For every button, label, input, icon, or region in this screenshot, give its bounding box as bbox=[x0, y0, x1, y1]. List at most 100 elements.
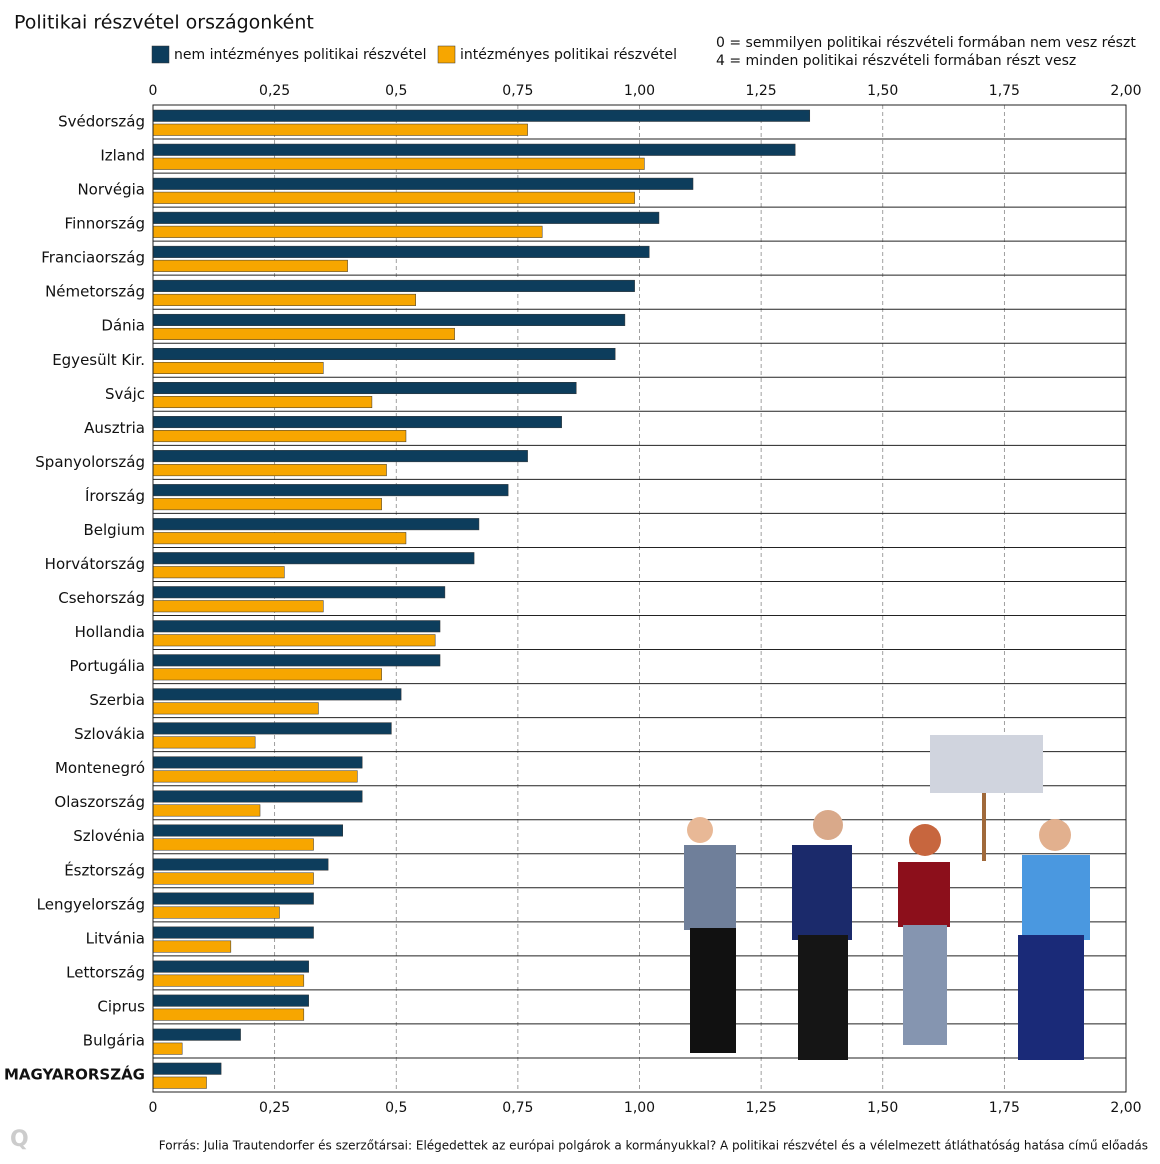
note: 4 = minden politikai részvételi formában… bbox=[716, 53, 1076, 69]
bar bbox=[152, 702, 319, 715]
bar bbox=[152, 586, 446, 599]
bar bbox=[152, 157, 645, 170]
bar bbox=[152, 361, 324, 374]
bar bbox=[152, 872, 314, 885]
bar bbox=[152, 123, 528, 136]
bar bbox=[152, 109, 811, 122]
legend-swatch bbox=[437, 45, 456, 64]
illustration bbox=[684, 735, 1090, 1060]
bar bbox=[152, 327, 455, 340]
plot: nem intézményes politikai részvétel intéz… bbox=[4, 45, 1142, 1116]
bar bbox=[152, 688, 402, 701]
note: 0 = semmilyen politikai részvételi formá… bbox=[716, 35, 1136, 51]
bar bbox=[152, 1062, 222, 1075]
y-tick-label: Hollandia bbox=[75, 623, 145, 641]
bar bbox=[152, 940, 232, 953]
bar bbox=[152, 1076, 207, 1089]
bar bbox=[152, 906, 280, 919]
y-tick-label: Montenegró bbox=[55, 759, 145, 777]
y-tick-label: Horvátország bbox=[45, 555, 145, 573]
x-tick-label: 1,75 bbox=[989, 1100, 1020, 1116]
x-tick-label: 0,75 bbox=[502, 83, 533, 99]
legend-swatch bbox=[151, 45, 170, 64]
bar bbox=[152, 191, 635, 204]
x-tick-label: 1,00 bbox=[624, 83, 655, 99]
bar bbox=[152, 892, 314, 905]
bar bbox=[152, 259, 348, 272]
bar bbox=[152, 756, 363, 769]
y-tick-label: Litvánia bbox=[86, 929, 145, 947]
x-tick-label: 1,25 bbox=[746, 1100, 777, 1116]
bar bbox=[152, 668, 382, 681]
y-tick-label: Ciprus bbox=[97, 997, 145, 1015]
bar bbox=[152, 1008, 305, 1021]
y-tick-label: Dánia bbox=[101, 317, 145, 335]
x-tick-label: 0 bbox=[149, 83, 158, 99]
bar bbox=[152, 1028, 241, 1041]
bar bbox=[152, 396, 373, 409]
bar bbox=[152, 600, 324, 613]
bar bbox=[152, 382, 577, 395]
legend-label: nem intézményes politikai részvétel bbox=[174, 47, 427, 63]
plot-frame bbox=[152, 104, 1127, 1093]
x-tick-label: 0,25 bbox=[259, 1100, 290, 1116]
y-tick-label: Szlovénia bbox=[73, 827, 145, 845]
y-tick-label: Szlovákia bbox=[74, 725, 145, 743]
y-tick-label: Svédország bbox=[58, 113, 145, 131]
bar bbox=[152, 518, 480, 531]
bar bbox=[152, 790, 363, 803]
x-tick-label: 0 bbox=[149, 1100, 158, 1116]
bar bbox=[152, 498, 382, 511]
x-tick-label: 0,75 bbox=[502, 1100, 533, 1116]
bar bbox=[152, 430, 407, 443]
bar bbox=[152, 960, 309, 973]
bar bbox=[152, 838, 314, 851]
bar bbox=[152, 211, 660, 224]
y-tick-label: Írország bbox=[85, 486, 145, 505]
bar bbox=[152, 858, 329, 871]
y-tick-label: Csehország bbox=[58, 589, 145, 607]
x-tick-label: 1,00 bbox=[624, 1100, 655, 1116]
bar bbox=[152, 654, 441, 667]
bar bbox=[152, 770, 358, 783]
y-tick-label: Lengyelország bbox=[37, 895, 145, 913]
bar bbox=[152, 347, 616, 360]
x-tick-label: 1,25 bbox=[746, 83, 777, 99]
bar bbox=[152, 279, 635, 292]
bar bbox=[152, 926, 314, 939]
bar bbox=[152, 177, 694, 190]
x-tick-label: 0,25 bbox=[259, 83, 290, 99]
x-tick-label: 1,75 bbox=[989, 83, 1020, 99]
bar bbox=[152, 620, 441, 633]
chart-title: Politikai részvétel országonként bbox=[14, 12, 314, 34]
legend-label: intézményes politikai részvétel bbox=[460, 47, 677, 63]
y-tick-label: Olaszország bbox=[54, 793, 145, 811]
x-tick-label: 1,50 bbox=[867, 1100, 898, 1116]
bar bbox=[152, 143, 796, 156]
y-tick-label: Svájc bbox=[105, 385, 145, 403]
y-tick-label: Lettország bbox=[66, 963, 145, 981]
x-tick-label: 0,5 bbox=[385, 83, 407, 99]
bar bbox=[152, 804, 261, 817]
bar bbox=[152, 722, 392, 735]
y-tick-label: Spanyolország bbox=[35, 453, 145, 471]
bar bbox=[152, 245, 650, 258]
bar bbox=[152, 313, 626, 326]
y-tick-label: Egyesült Kir. bbox=[52, 351, 145, 369]
y-tick-label: Portugália bbox=[70, 657, 145, 675]
bar bbox=[152, 824, 343, 837]
x-tick-label: 0,5 bbox=[385, 1100, 407, 1116]
y-tick-label: Ausztria bbox=[84, 419, 145, 437]
x-tick-label: 1,50 bbox=[867, 83, 898, 99]
y-tick-label: Németország bbox=[45, 283, 145, 301]
bar bbox=[152, 974, 305, 987]
y-tick-label: Észtország bbox=[64, 860, 145, 879]
source: Forrás: Julia Trautendorfer és szerzőtár… bbox=[159, 1139, 1148, 1153]
logo: Q bbox=[10, 1127, 29, 1152]
bar bbox=[152, 484, 509, 497]
bar bbox=[152, 552, 475, 565]
y-tick-label: Franciaország bbox=[41, 249, 145, 267]
y-tick-label: Finnország bbox=[65, 215, 145, 233]
bar bbox=[152, 566, 285, 579]
